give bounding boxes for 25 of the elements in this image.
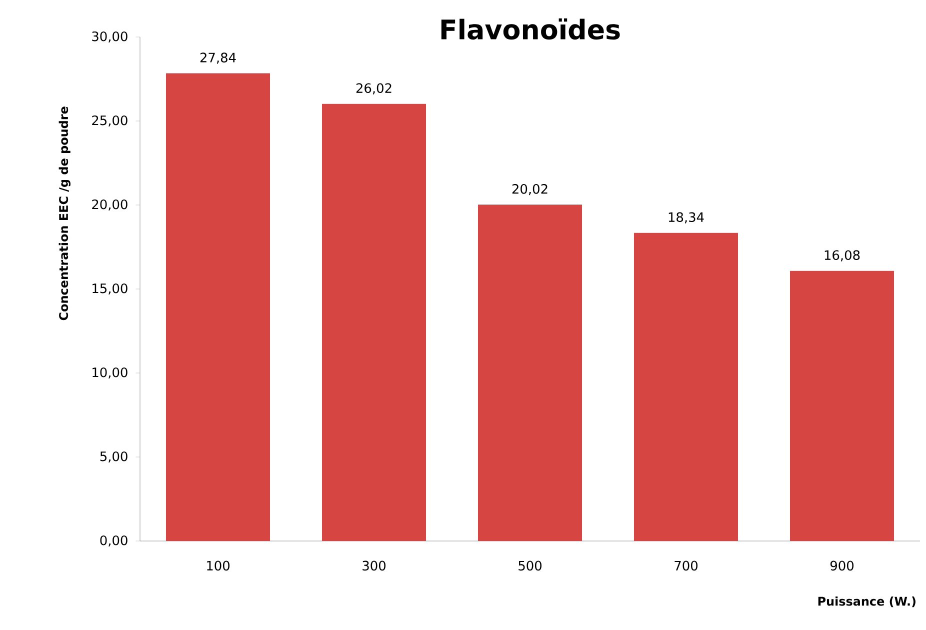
data-label: 20,02 (512, 184, 548, 196)
y-tick-label: 30,00 (92, 31, 128, 43)
y-tick-label: 20,00 (92, 199, 128, 211)
y-tick-label: 15,00 (92, 283, 128, 295)
data-label: 18,34 (668, 212, 704, 224)
data-label: 27,84 (200, 52, 236, 64)
x-tick-label: 300 (362, 560, 386, 571)
data-label: 26,02 (356, 83, 392, 94)
y-tick-label: 5,00 (100, 451, 128, 463)
bar (634, 232, 738, 541)
x-tick-label: 100 (207, 560, 230, 571)
bar (322, 104, 426, 541)
y-tick-label: 10,00 (92, 367, 128, 379)
bar (166, 73, 270, 541)
y-tick-label: 0,00 (100, 535, 128, 547)
y-tick-label: 25,00 (92, 115, 128, 127)
x-tick-label: 700 (674, 560, 698, 571)
chart-title: Flavonoïdes (441, 18, 620, 40)
x-axis-title: Puissance (W.) (818, 596, 916, 608)
x-tick-label: 900 (830, 560, 854, 571)
y-axis-title: Concentration EEC /g de poudre (58, 106, 70, 320)
x-tick-label: 500 (518, 560, 542, 571)
bar (478, 204, 582, 541)
bar (790, 270, 894, 541)
data-label: 16,08 (824, 250, 860, 262)
